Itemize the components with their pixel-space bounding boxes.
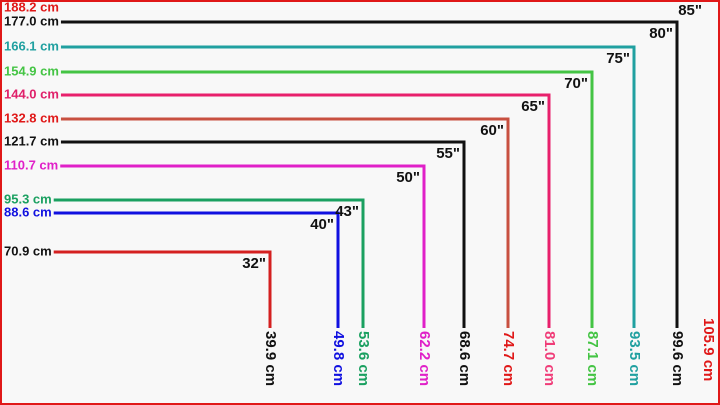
- size-label: 70": [564, 75, 588, 92]
- height-label: 105.9 cm: [700, 318, 717, 381]
- width-label: 95.3 cm: [4, 191, 52, 206]
- height-label: 39.9 cm: [262, 331, 279, 386]
- width-label: 154.9 cm: [4, 63, 59, 78]
- width-label: 121.7 cm: [4, 133, 59, 148]
- width-label: 166.1 cm: [4, 38, 59, 53]
- size-label: 43": [335, 203, 359, 220]
- height-label: 68.6 cm: [456, 331, 473, 386]
- size-label: 50": [396, 169, 420, 186]
- width-label: 110.7 cm: [4, 157, 58, 172]
- size-label: 80": [649, 25, 673, 42]
- width-label: 144.0 cm: [4, 86, 59, 101]
- height-label: 53.6 cm: [355, 331, 372, 386]
- size-label: 85": [678, 2, 702, 19]
- width-label: 177.0 cm: [4, 13, 59, 28]
- size-label: 75": [606, 50, 630, 67]
- width-label: 70.9 cm: [4, 243, 52, 258]
- height-label: 62.2 cm: [416, 331, 433, 386]
- width-label: 88.6 cm: [4, 204, 52, 219]
- size-label: 32": [242, 255, 266, 272]
- height-label: 93.5 cm: [626, 331, 643, 386]
- size-label: 65": [521, 98, 545, 115]
- size-label: 55": [436, 145, 460, 162]
- size-label: 40": [310, 216, 334, 233]
- height-label: 74.7 cm: [500, 331, 517, 386]
- height-label: 99.6 cm: [669, 331, 686, 386]
- height-label: 49.8 cm: [330, 331, 347, 386]
- size-label: 60": [480, 122, 504, 139]
- width-label: 188.2 cm: [4, 0, 59, 14]
- width-label: 132.8 cm: [4, 110, 59, 125]
- height-label: 87.1 cm: [584, 331, 601, 386]
- height-label: 81.0 cm: [541, 331, 558, 386]
